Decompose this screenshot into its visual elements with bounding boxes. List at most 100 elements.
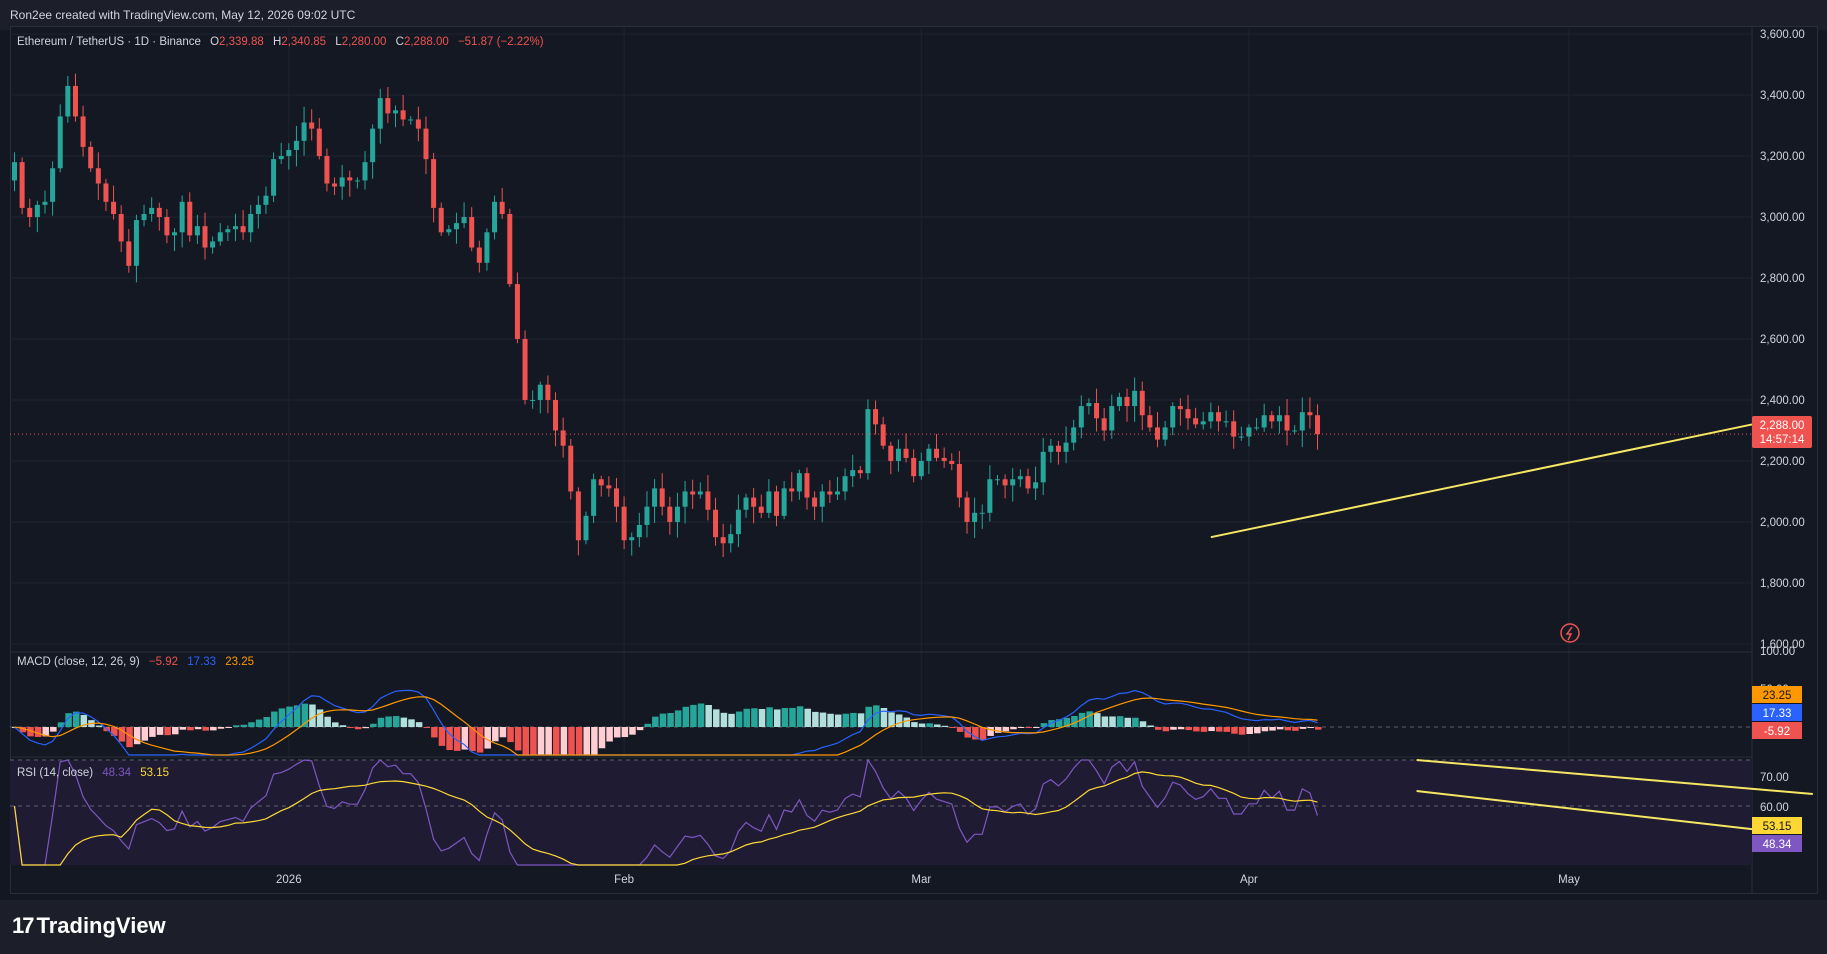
macd-histogram-bar	[1109, 716, 1116, 727]
candle-body	[964, 497, 970, 522]
rsi-ma-badge-text: 53.15	[1763, 821, 1792, 833]
candle-body	[1284, 415, 1290, 431]
candle-body	[309, 122, 315, 129]
candle-body	[545, 384, 551, 400]
candle-body	[1101, 418, 1107, 431]
macd-histogram-bar	[636, 727, 644, 731]
candle-body	[880, 424, 886, 446]
candle-body	[286, 149, 292, 157]
legend-h-label: H	[273, 36, 281, 48]
time-axis[interactable]: 2026 Feb Mar Apr May	[276, 874, 1580, 886]
tradingview-logo-icon: 17	[12, 913, 35, 938]
macd-histogram-bar	[880, 707, 888, 727]
macd-histogram-bar	[316, 709, 324, 727]
candle-body	[301, 122, 307, 141]
candle-body	[1162, 427, 1168, 440]
macd-histogram-bar	[713, 709, 720, 727]
candle-body	[606, 485, 612, 489]
candle-body	[438, 207, 444, 233]
macd-histogram-bar	[1010, 727, 1017, 730]
macd-pane[interactable]	[10, 689, 1752, 756]
lightning-icon[interactable]	[1560, 623, 1580, 643]
candle-body	[575, 491, 581, 541]
candle-body	[1231, 421, 1237, 437]
rsi-pane[interactable]	[10, 758, 1813, 866]
candle-body	[1055, 445, 1061, 452]
macd-histogram-bar	[225, 727, 232, 728]
macd-histogram-bar	[735, 711, 743, 727]
candle-body	[781, 488, 787, 516]
candle-body	[507, 213, 513, 285]
macd-histogram-bar	[591, 727, 598, 755]
candle-body	[1094, 403, 1100, 419]
candle-body	[1246, 427, 1252, 437]
candle-body	[705, 491, 711, 510]
legend-change: −51.87 (−2.22%)	[458, 36, 544, 48]
macd-histogram-bar	[530, 727, 537, 755]
candle-body	[812, 497, 818, 507]
macd-line-badge-text: 17.33	[1763, 708, 1792, 720]
price-axis[interactable]: 3,600.00 3,400.00 3,200.00 3,000.00 2,800.00…	[1760, 29, 1805, 651]
candle-body	[766, 491, 772, 513]
candle-body	[972, 512, 978, 522]
macd-histogram-bar	[1139, 721, 1147, 727]
macd-histogram-bar	[697, 703, 705, 727]
x-tick-label: Feb	[614, 874, 634, 886]
macd-histogram-bar	[644, 723, 651, 727]
candle-body	[553, 399, 559, 431]
macd-histogram-bar	[827, 713, 834, 727]
rsi-axis-60: 60.00	[1760, 802, 1789, 814]
candle-body	[1071, 427, 1077, 443]
candle-body	[362, 162, 368, 181]
candle-body	[34, 204, 40, 218]
candle-body	[88, 146, 94, 169]
tradingview-logo[interactable]: 17 TradingView	[12, 913, 166, 939]
macd-histogram-bar	[834, 714, 842, 727]
macd-histogram-bar	[652, 716, 659, 727]
macd-histogram-bar	[1017, 727, 1025, 728]
trendline[interactable]	[1210, 420, 1768, 539]
countdown-text: 14:57:14	[1760, 434, 1805, 446]
macd-histogram-bar	[1086, 711, 1093, 727]
macd-histogram-bar	[537, 727, 545, 755]
y-tick-label: 3,200.00	[1760, 151, 1805, 163]
macd-histogram-bar	[956, 727, 964, 732]
candle-body	[1048, 445, 1054, 452]
macd-histogram-bar	[979, 727, 987, 741]
candle-body	[728, 534, 734, 544]
legend-close: 2,288.00	[404, 36, 449, 48]
macd-histogram-bar	[1269, 727, 1276, 731]
macd-hist-badge	[1752, 722, 1802, 739]
candle-body	[423, 128, 429, 160]
candle-body	[1155, 427, 1160, 440]
candle-body	[149, 207, 155, 214]
macd-histogram-bar	[438, 727, 446, 746]
candle-body	[636, 524, 642, 538]
legend-open: 2,339.88	[219, 36, 264, 48]
macd-histogram-bar	[453, 727, 461, 751]
macd-histogram-bar	[629, 727, 636, 735]
macd-histogram-bar	[1025, 727, 1032, 728]
candle-body	[316, 128, 322, 157]
candle-body	[956, 464, 962, 498]
macd-histogram-bar	[423, 727, 430, 728]
macd-histogram-bar	[1040, 723, 1048, 727]
candle-body	[743, 497, 749, 510]
candlestick-chart[interactable]: 3,600.00 3,400.00 3,200.00 3,000.00 2,800.00…	[0, 0, 1827, 900]
macd-histogram-bar	[1177, 727, 1185, 730]
macd-histogram-bar	[606, 727, 613, 742]
candle-body	[431, 159, 437, 208]
candle-body	[400, 110, 406, 120]
macd-histogram-bar	[705, 705, 712, 727]
macd-histogram-bar	[507, 727, 514, 743]
candle-body	[202, 226, 208, 248]
svg-text:MACD (close, 12, 26, 9) −5: MACD (close, 12, 26, 9) −5.92 17.33 23.2…	[17, 656, 254, 668]
macd-histogram-bar	[255, 719, 263, 727]
macd-hist-badge-text: -5.92	[1764, 726, 1790, 738]
macd-histogram-bar	[179, 727, 187, 730]
candle-body	[332, 183, 338, 187]
macd-histogram-bar	[949, 727, 956, 728]
macd-histogram-bar	[240, 724, 248, 727]
macd-histogram-bar	[1276, 727, 1284, 730]
candle-body	[1086, 403, 1092, 407]
